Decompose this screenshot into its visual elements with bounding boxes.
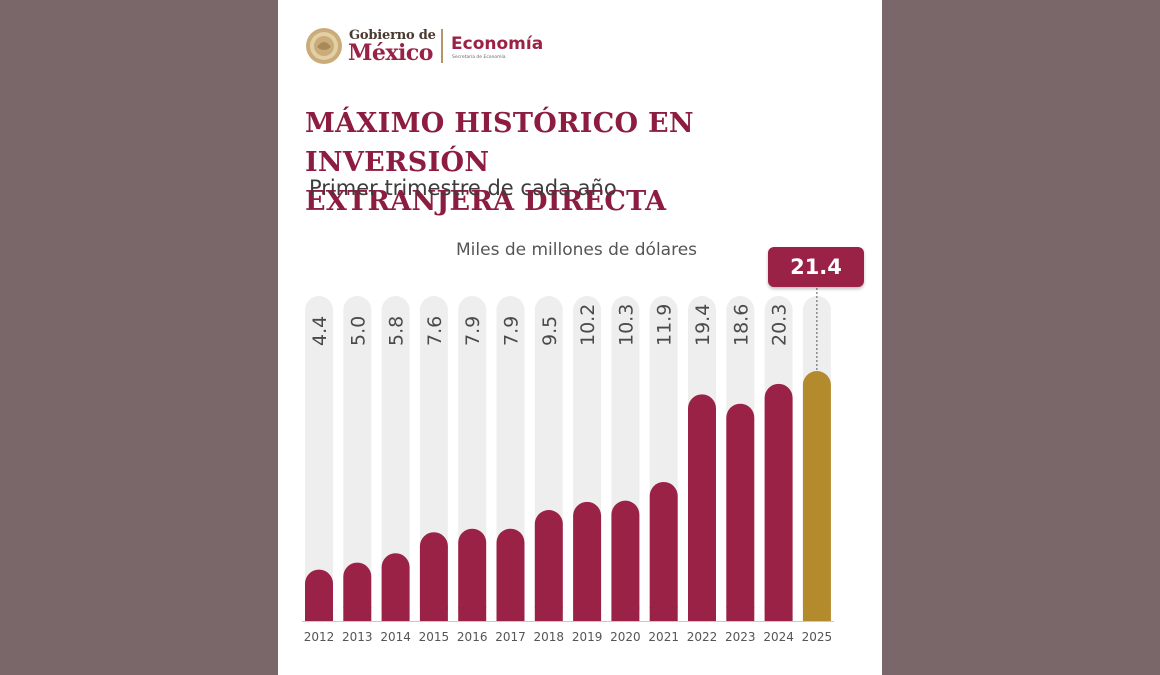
bar-base-2017 [496, 607, 525, 621]
bar-base-2013 [343, 607, 372, 621]
x-tick-label-2015: 2015 [419, 630, 450, 644]
mexico-label: México [348, 40, 433, 66]
bar-base-2023 [726, 607, 755, 621]
page-title: MÁXIMO HISTÓRICO EN INVERSIÓN EXTRANJERA… [305, 104, 865, 221]
logo-divider [441, 29, 443, 63]
bar-2025 [802, 371, 831, 621]
secretaria-label: Economía [451, 34, 544, 54]
value-label-2023: 18.6 [730, 304, 752, 346]
value-label-2012: 4.4 [309, 316, 331, 346]
bar-2019 [573, 501, 602, 621]
x-tick-label-2014: 2014 [380, 630, 411, 644]
bar-base-2014 [381, 607, 410, 621]
value-label-2017: 7.9 [501, 316, 523, 346]
bar-base-2020 [611, 607, 640, 621]
x-tick-label-2016: 2016 [457, 630, 488, 644]
value-label-2020: 10.3 [615, 304, 637, 346]
title-line-1: MÁXIMO HISTÓRICO EN INVERSIÓN [305, 108, 694, 178]
bar-base-2024 [764, 607, 793, 621]
bar-base-2021 [649, 607, 678, 621]
bar-2017 [496, 528, 525, 621]
bar-track [343, 296, 372, 621]
x-tick-label-2021: 2021 [648, 630, 679, 644]
government-logo: Gobierno de México Economía Secretaría d… [305, 25, 605, 67]
value-label-2021: 11.9 [654, 304, 676, 346]
x-tick-label-2025: 2025 [802, 630, 833, 644]
value-label-2024: 20.3 [769, 304, 791, 346]
secretaria-sub-label: Secretaría de Economía [452, 55, 506, 60]
bar-base-2019 [573, 607, 602, 621]
value-label-2015: 7.6 [424, 316, 446, 346]
bar-2015 [419, 532, 448, 621]
x-tick-label-2017: 2017 [495, 630, 526, 644]
national-seal-icon [306, 28, 342, 64]
x-tick-label-2012: 2012 [304, 630, 335, 644]
value-label-2013: 5.0 [347, 316, 369, 346]
bar-track [381, 296, 410, 621]
x-tick-label-2024: 2024 [763, 630, 794, 644]
value-label-2022: 19.4 [692, 304, 714, 346]
x-tick-label-2018: 2018 [534, 630, 565, 644]
bar-base-2018 [534, 607, 563, 621]
bar-2022 [688, 394, 716, 621]
bar-2016 [458, 528, 487, 621]
bar-2013 [343, 562, 372, 621]
y-axis-unit-label: Miles de millones de dólares [456, 240, 698, 260]
x-tick-label-2020: 2020 [610, 630, 641, 644]
bar-base-2022 [688, 607, 716, 621]
bar-base-2016 [458, 607, 487, 621]
value-label-2018: 9.5 [539, 316, 561, 346]
gobierno-label: Gobierno de [349, 28, 436, 43]
value-label-2016: 7.9 [462, 316, 484, 346]
x-tick-label-2022: 2022 [687, 630, 718, 644]
x-tick-label-2019: 2019 [572, 630, 603, 644]
bar-2014 [381, 553, 410, 621]
title-line-2: EXTRANJERA DIRECTA [305, 186, 667, 217]
infographic-card: Gobierno de México Economía Secretaría d… [278, 0, 882, 675]
bar-chart: 4.4 2012 5.0 2013 5.8 2014 7.6 2015 7.9 2016 7.9 20… [302, 288, 834, 644]
bar-2023 [726, 403, 755, 621]
value-label-2019: 10.2 [577, 304, 599, 346]
bar-2024 [764, 383, 793, 621]
bar-2018 [534, 510, 563, 621]
bar-base-2025 [802, 607, 831, 621]
x-tick-label-2023: 2023 [725, 630, 756, 644]
highlight-value-badge: 21.4 [768, 247, 864, 287]
bar-track [305, 296, 333, 621]
bar-base-2012 [305, 607, 333, 621]
bar-2020 [611, 500, 640, 621]
bar-base-2015 [419, 607, 448, 621]
page-subtitle: Primer trimestre de cada año [309, 176, 617, 200]
bar-2021 [649, 481, 678, 621]
value-label-2014: 5.8 [386, 316, 408, 346]
x-tick-label-2013: 2013 [342, 630, 373, 644]
